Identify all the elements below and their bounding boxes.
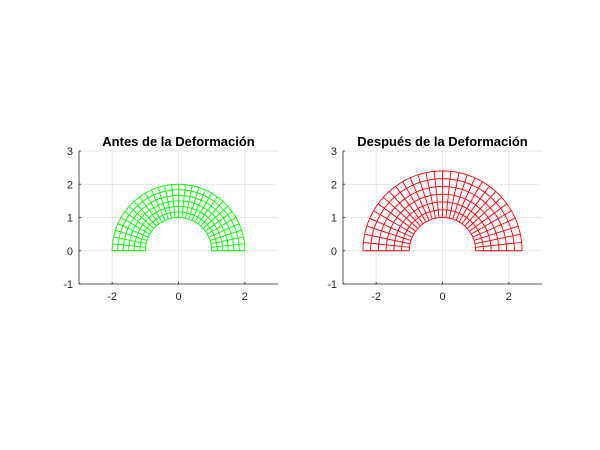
mesh-radial-line: [470, 210, 512, 235]
mesh-radial-line: [363, 241, 410, 248]
mesh-radial-line: [433, 171, 440, 218]
mesh-radial-line: [128, 205, 155, 229]
x-tick-label: 2: [506, 291, 512, 303]
mesh-radial-line: [472, 217, 516, 238]
mesh-radial-line: [448, 172, 460, 219]
mesh: [111, 183, 246, 252]
axes-after-deformation: Después de la Deformación -2 0 2 -1 0 1 2 3: [327, 134, 542, 303]
mesh-radial-line: [205, 211, 233, 232]
y-tick-label: 0: [67, 246, 73, 258]
mesh-radial-line: [425, 172, 437, 219]
mesh-radial-line: [469, 203, 508, 232]
y-tick-label: 3: [67, 146, 73, 158]
mesh-radial-line: [383, 197, 419, 229]
mesh-radial-line: [115, 229, 148, 241]
x-tick-label: -2: [107, 291, 117, 303]
mesh-radial-line: [473, 225, 519, 241]
mesh-radial-line: [395, 185, 424, 225]
mesh-radial-line: [464, 191, 497, 227]
y-tick-label: 2: [67, 179, 73, 191]
mesh-radial-line: [184, 185, 193, 219]
x-tick-label: -2: [371, 291, 381, 303]
mesh-radial-line: [188, 187, 200, 220]
mesh-radial-line: [120, 217, 151, 235]
axes-before-deformation: Antes de la Deformación -2 0 2 -1 0 1 2 3: [63, 134, 278, 303]
y-tick-label: 1: [331, 213, 337, 225]
x-tick-label: 2: [242, 291, 248, 303]
mesh-radial-line: [369, 217, 413, 238]
mesh-radial-line: [409, 177, 430, 221]
x-tick-label: 0: [439, 291, 445, 303]
mesh-radial-line: [171, 184, 176, 218]
mesh-radial-line: [197, 196, 218, 225]
mesh-radial-line: [139, 196, 160, 225]
mesh-radial-line: [364, 233, 411, 245]
mesh-radial-line: [452, 174, 468, 220]
mesh-radial-line: [475, 241, 522, 248]
mesh-radial-line: [133, 201, 157, 227]
mesh-radial-line: [458, 181, 483, 223]
mesh-radial-line: [112, 243, 146, 248]
mesh-radial-line: [455, 177, 476, 221]
y-tick-label: 2: [331, 179, 337, 191]
y-tick-label: 3: [331, 146, 337, 158]
mesh-radial-line: [181, 184, 186, 218]
mesh-radial-line: [200, 201, 224, 227]
mesh-radial-line: [210, 236, 244, 245]
mesh-radial-line: [144, 192, 163, 223]
mesh-radial-line: [194, 192, 213, 223]
mesh: [362, 170, 523, 252]
y-tick-label: 0: [331, 246, 337, 258]
chart-title: Después de la Deformación: [357, 134, 528, 149]
mesh-radial-line: [445, 171, 452, 218]
y-tick-label: -1: [63, 279, 73, 291]
mesh-radial-line: [417, 174, 433, 220]
x-tick-label: 0: [175, 291, 181, 303]
y-tick-label: 1: [67, 213, 73, 225]
mesh-radial-line: [157, 187, 169, 220]
mesh-radial-line: [209, 229, 242, 241]
mesh-radial-line: [164, 185, 173, 219]
mesh-radial-line: [191, 189, 206, 221]
mesh-radial-line: [117, 223, 149, 238]
mesh-radial-line: [124, 211, 152, 232]
mesh-radial-line: [474, 233, 521, 245]
mesh-radial-line: [151, 189, 166, 221]
mesh-radial-line: [113, 236, 147, 245]
mesh-radial-line: [402, 181, 427, 223]
mesh-radial-line: [461, 185, 490, 225]
mesh-radial-line: [206, 217, 237, 235]
mesh-radial-line: [388, 191, 421, 227]
chart-title: Antes de la Deformación: [102, 134, 254, 149]
mesh-radial-line: [366, 225, 412, 241]
y-tick-label: -1: [327, 279, 337, 291]
mesh-radial-line: [208, 223, 240, 238]
mesh-radial-line: [373, 210, 415, 235]
mesh-radial-line: [466, 197, 502, 229]
mesh-radial-line: [211, 243, 245, 248]
mesh-radial-line: [202, 205, 229, 229]
mesh-radial-line: [377, 203, 416, 232]
